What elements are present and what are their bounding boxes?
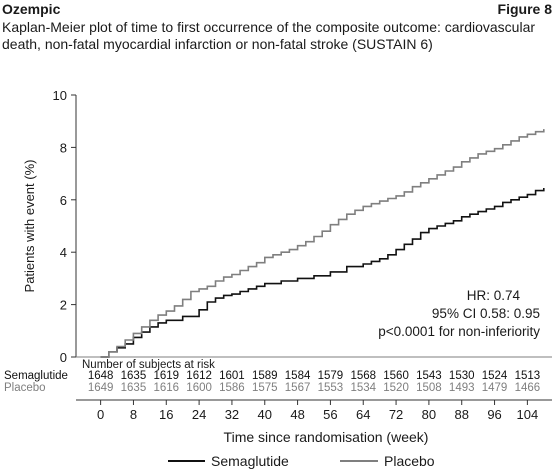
- risk-value: 1589: [252, 370, 278, 382]
- risk-table-heading: Number of subjects at risk: [82, 359, 215, 371]
- risk-value: 1520: [383, 382, 409, 394]
- y-tick-label: 10: [53, 88, 67, 103]
- x-tick-label: 16: [159, 407, 173, 422]
- x-tick-label: 80: [422, 407, 436, 422]
- risk-value: 1601: [219, 370, 245, 382]
- risk-value: 1508: [416, 382, 442, 394]
- risk-row-label: Semaglutide: [4, 370, 68, 382]
- risk-value: 1619: [153, 370, 179, 382]
- x-tick-label: 48: [290, 407, 304, 422]
- risk-value: 1616: [153, 382, 179, 394]
- risk-value: 1567: [285, 382, 311, 394]
- x-axis: 0 8 16 24 32 40 48 56 64 72 80 88 96 104 Time since r…: [76, 356, 552, 445]
- risk-value: 1635: [121, 382, 147, 394]
- risk-value: 1612: [186, 370, 212, 382]
- risk-value: 1579: [318, 370, 344, 382]
- x-tick-label: 24: [192, 407, 206, 422]
- risk-value: 1530: [449, 370, 475, 382]
- series-layer: [100, 129, 545, 358]
- figure-label: Figure 8: [497, 1, 552, 17]
- stats-annotation: HR: 0.74 95% CI 0.58: 0.95 p<0.0001 for no…: [378, 288, 540, 339]
- y-axis: 0 2 4 6 8 10 Patients with event (%): [22, 88, 77, 365]
- risk-value: 1560: [383, 370, 409, 382]
- annotation-line: HR: 0.74: [467, 288, 521, 303]
- risk-value: 1568: [350, 370, 376, 382]
- risk-value: 1493: [449, 382, 475, 394]
- y-tick-label: 6: [60, 193, 67, 208]
- legend-label-placebo: Placebo: [384, 453, 435, 469]
- x-tick-label: 96: [487, 407, 501, 422]
- x-tick-label: 64: [356, 407, 370, 422]
- risk-value: 1534: [350, 382, 376, 394]
- risk-value: 1649: [88, 382, 114, 394]
- annotation-line: p<0.0001 for non-inferiority: [378, 324, 540, 339]
- x-tick-label: 40: [258, 407, 272, 422]
- risk-value: 1513: [515, 370, 541, 382]
- risk-value: 1466: [515, 382, 541, 394]
- y-tick-label: 4: [60, 245, 67, 260]
- legend-label-semaglutide: Semaglutide: [211, 453, 289, 469]
- y-tick-label: 8: [60, 140, 67, 155]
- risk-value: 1543: [416, 370, 442, 382]
- x-tick-label: 32: [225, 407, 239, 422]
- risk-table: Number of subjects at risk Semaglutide 16…: [4, 359, 540, 394]
- x-tick-label: 88: [454, 407, 468, 422]
- legend: Semaglutide Placebo: [168, 453, 435, 469]
- risk-value: 1600: [186, 382, 212, 394]
- x-tick-label: 104: [517, 407, 539, 422]
- caption-line-1: Kaplan-Meier plot of time to first occur…: [2, 19, 536, 35]
- annotation-line: 95% CI 0.58: 0.95: [432, 306, 540, 321]
- risk-value: 1479: [482, 382, 508, 394]
- risk-value: 1575: [252, 382, 278, 394]
- risk-value: 1586: [219, 382, 245, 394]
- caption-line-2: death, non-fatal myocardial infarction o…: [2, 36, 433, 52]
- risk-value: 1635: [121, 370, 147, 382]
- risk-value: 1584: [285, 370, 311, 382]
- x-tick-label: 72: [389, 407, 403, 422]
- risk-value: 1648: [88, 370, 114, 382]
- x-tick-label: 56: [323, 407, 337, 422]
- y-tick-label: 0: [60, 350, 67, 365]
- y-axis-label: Patients with event (%): [22, 160, 37, 293]
- x-tick-label: 0: [97, 407, 104, 422]
- product-name: Ozempic: [2, 1, 61, 17]
- x-tick-label: 8: [130, 407, 137, 422]
- risk-value: 1524: [482, 370, 508, 382]
- risk-row-label: Placebo: [4, 382, 46, 394]
- series-line-placebo: [100, 129, 545, 358]
- figure-caption: Kaplan-Meier plot of time to first occur…: [2, 19, 542, 53]
- series-line-semaglutide: [100, 188, 545, 358]
- risk-value: 1553: [318, 382, 344, 394]
- x-axis-label: Time since randomisation (week): [224, 429, 429, 445]
- y-tick-label: 2: [60, 298, 67, 313]
